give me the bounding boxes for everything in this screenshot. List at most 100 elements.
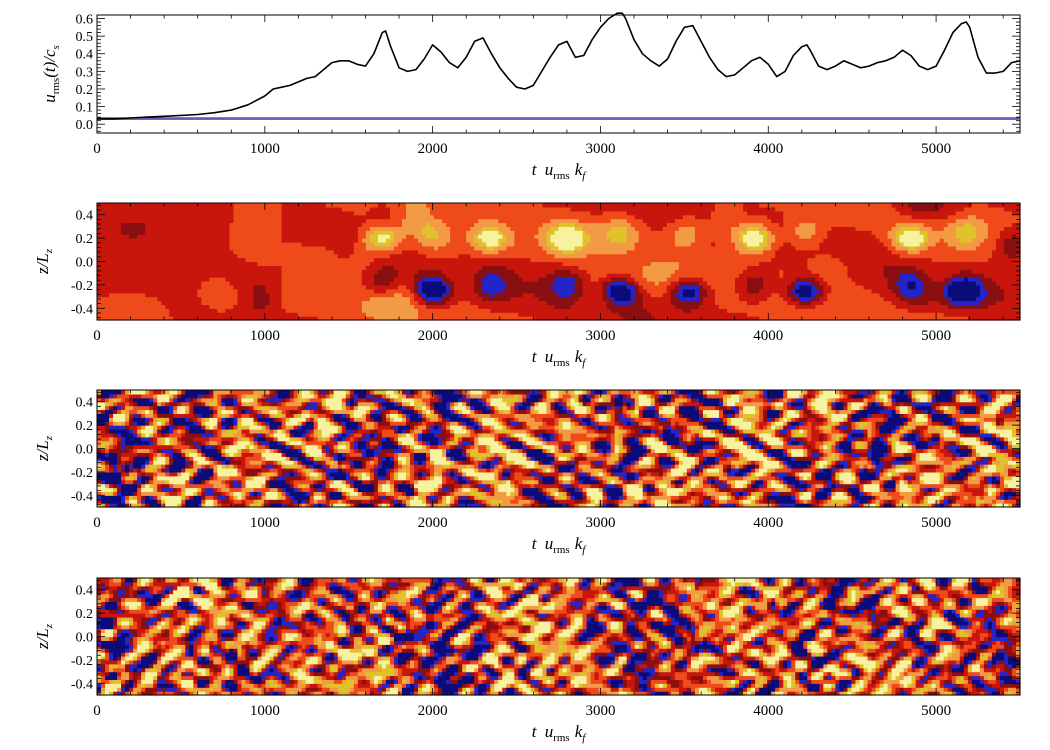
heatmap-cell [173,230,178,235]
heatmap-cell [157,245,162,251]
heatmap-cell [177,257,182,263]
heatmap-cell [365,261,371,266]
heatmap-cell [269,269,275,274]
heatmap-cell [426,281,431,286]
heatmap-cell [133,234,138,239]
heatmap-cell [622,312,628,317]
heatmap-cell [329,230,335,235]
heatmap-cell [401,265,407,270]
heatmap-cell [474,300,479,305]
heatmap-cell [369,230,375,235]
heatmap-cell [634,238,640,243]
heatmap-cell [554,238,560,243]
heatmap-cell [353,218,359,224]
heatmap-cell [325,281,331,286]
heatmap-cell [586,222,592,227]
heatmap-cell [281,249,287,255]
heatmap-cell [117,308,122,313]
heatmap-cell [550,206,556,212]
heatmap-cell [462,253,467,259]
heatmap-cell [731,281,736,286]
heatmap-cell [666,249,672,255]
heatmap-cell [666,218,672,224]
heatmap-cell [393,288,399,294]
heatmap-cell [129,277,134,282]
heatmap-cell [526,203,532,208]
heatmap-cell [177,281,182,286]
heatmap-cell [217,203,222,208]
heatmap-cell [165,300,170,305]
heatmap-cell [333,226,339,231]
heatmap-cell [546,296,552,302]
heatmap-cell [377,300,383,305]
heatmap-cell [153,218,158,224]
heatmap-cell [410,210,415,216]
heatmap-cell [289,273,295,278]
heatmap-cell [590,273,596,278]
heatmap-cell [301,265,307,270]
heatmap-cell [706,261,712,266]
heatmap-cell [349,269,355,274]
heatmap-cell [715,308,720,313]
heatmap-cell [257,269,263,274]
heatmap-cell [502,234,507,239]
heatmap-cell [125,308,130,313]
heatmap-cell [325,234,331,239]
heatmap-cell [389,206,395,212]
heatmap-cell [285,292,291,298]
heatmap-cell [237,218,243,224]
heatmap-cell [393,312,399,317]
heatmap-cell [293,277,299,282]
heatmap-cell [221,222,227,227]
heatmap-cell [478,288,483,294]
heatmap-cell [618,238,624,243]
heatmap-cell [181,277,186,282]
heatmap-cell [735,234,740,239]
heatmap-cell [177,316,182,321]
heatmap-cell [462,261,467,266]
heatmap-cell [97,316,102,321]
heatmap-cell [385,253,391,259]
heatmap-cell [345,292,351,298]
heatmap-cell [369,261,375,266]
heatmap-cell [277,300,283,305]
heatmap-cell [510,308,515,313]
heatmap-cell [566,253,572,259]
heatmap-cell [333,261,339,266]
heatmap-cell [205,277,210,282]
heatmap-cell [594,281,600,286]
heatmap-cell [406,265,411,270]
heatmap-cell [538,203,544,208]
heatmap-cell [241,261,247,266]
heatmap-cell [406,249,411,255]
heatmap-cell [377,218,383,224]
heatmap-cell [698,304,704,309]
heatmap-cell [530,312,536,317]
heatmap-cell [630,234,636,239]
heatmap-cell [498,242,503,247]
heatmap-cell [578,238,584,243]
heatmap-cell [297,261,303,266]
heatmap-cell [177,249,182,255]
heatmap-cell [578,316,584,321]
heatmap-cell [690,253,696,259]
heatmap-cell [341,316,347,321]
heatmap-cell [690,300,696,305]
heatmap-cell [426,218,431,224]
heatmap-cell [566,281,572,286]
heatmap-cell [574,206,580,212]
heatmap-cell [634,230,640,235]
heatmap-cell [715,206,720,212]
heatmap-cell [642,230,648,235]
heatmap-cell [333,265,339,270]
heatmap-cell [189,265,194,270]
heatmap-cell [377,288,383,294]
heatmap-cell [590,222,596,227]
heatmap-cell [715,218,720,224]
heatmap-cell [385,203,391,208]
heatmap-cell [470,316,475,321]
heatmap-cell [369,269,375,274]
heatmap-cell [353,308,359,313]
heatmap-cell [173,312,178,317]
heatmap-cell [377,226,383,231]
